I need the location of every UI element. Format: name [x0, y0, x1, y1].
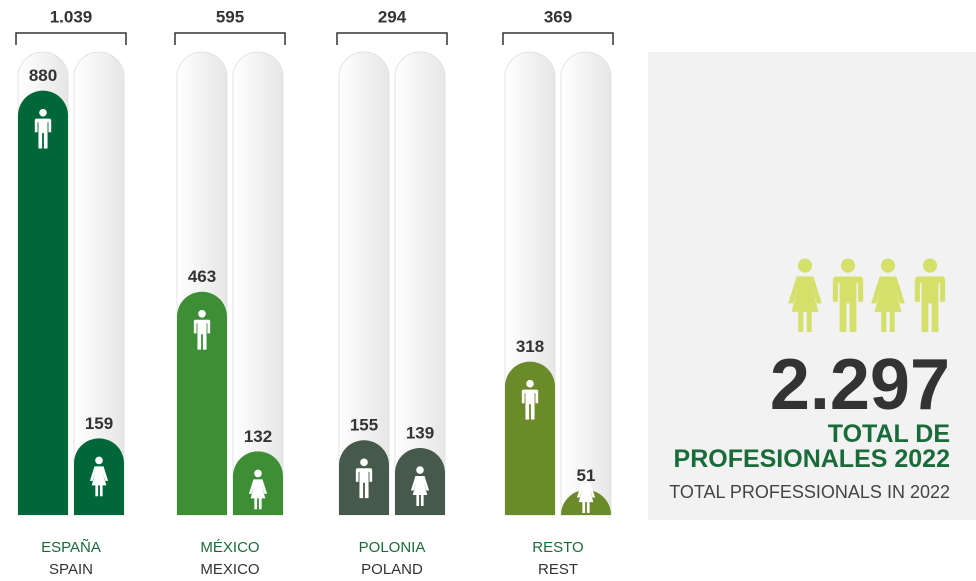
value-label: 463 — [188, 267, 216, 286]
value-label: 132 — [244, 427, 272, 446]
bar-background — [338, 51, 390, 516]
total-label: 369 — [544, 7, 572, 26]
value-label: 155 — [350, 416, 378, 435]
category-label-en: REST — [538, 561, 578, 578]
category-label-en: SPAIN — [49, 561, 93, 578]
total-label: 595 — [216, 7, 244, 26]
bar-background — [560, 51, 612, 516]
value-label: 880 — [29, 66, 57, 85]
bar-background — [394, 51, 446, 516]
total-bracket — [502, 32, 614, 45]
total-label: 1.039 — [50, 7, 93, 26]
category-label: ESPAÑA — [41, 539, 101, 556]
total-bracket — [174, 32, 286, 45]
grand-total: 2.297 — [769, 345, 950, 425]
category-label: POLONIA — [359, 539, 426, 556]
total-label: 294 — [378, 7, 407, 26]
bar — [561, 490, 611, 515]
total-title: TOTAL DE PROFESIONALES 2022 — [673, 420, 950, 473]
bar-background — [73, 51, 125, 516]
total-bracket — [15, 32, 127, 45]
category-label: RESTO — [532, 539, 583, 556]
bar — [177, 291, 227, 515]
category-label-en: POLAND — [361, 561, 423, 578]
bar-background — [232, 51, 284, 516]
bar — [505, 361, 555, 515]
value-label: 51 — [577, 466, 596, 485]
category-label-en: MEXICO — [200, 561, 259, 578]
bar — [18, 90, 68, 515]
total-subtitle: TOTAL PROFESSIONALS IN 2022 — [669, 482, 950, 502]
value-label: 139 — [406, 423, 434, 442]
value-label: 159 — [85, 414, 113, 433]
category-label: MÉXICO — [200, 539, 259, 556]
value-label: 318 — [516, 337, 544, 356]
total-bracket — [336, 32, 448, 45]
